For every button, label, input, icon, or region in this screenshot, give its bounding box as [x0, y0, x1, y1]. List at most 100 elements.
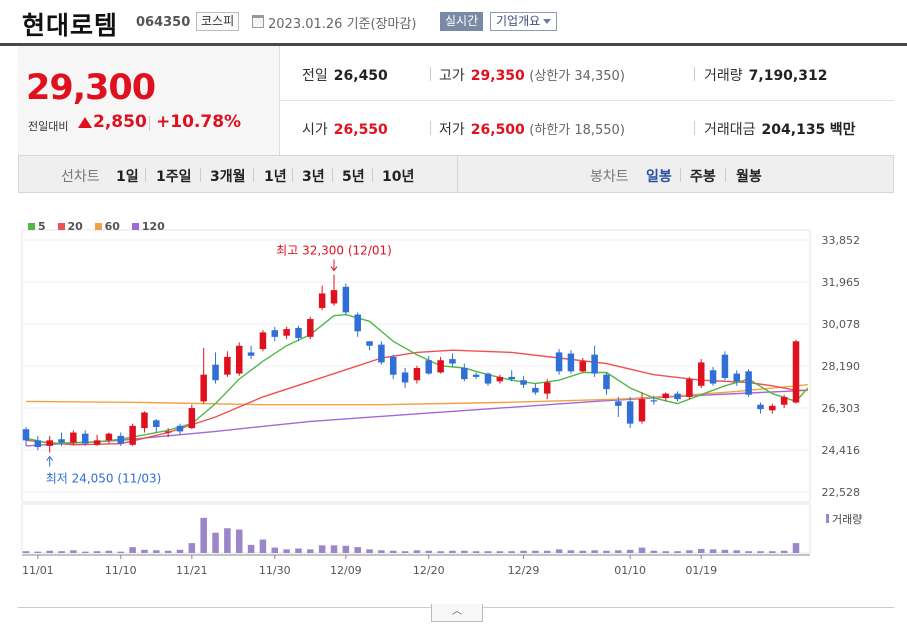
low-price: 저가 26,500 (하한가 18,550) [439, 122, 625, 138]
candle-body [34, 440, 42, 448]
price-summary: 29,300 전일대비 2,850 +10.78% 전일 26,450 고가 29,… [18, 46, 894, 156]
volume-bar [638, 547, 646, 553]
candle-body [449, 359, 456, 364]
volume-bar [200, 517, 207, 553]
x-tick-label: 01/10 [614, 564, 646, 577]
candle-body [733, 373, 741, 382]
candle-body [389, 356, 397, 375]
volume-bar [141, 549, 148, 553]
candle-body [461, 368, 468, 380]
volume-bar [153, 550, 160, 553]
corp-info-label: 기업개요 [496, 14, 541, 28]
candle-body [401, 372, 409, 383]
corp-info-dropdown[interactable]: 기업개요 [490, 12, 558, 31]
volume-bar [22, 551, 30, 553]
volume-bar [461, 550, 468, 553]
candle-body [70, 432, 77, 443]
open-price: 시가 26,550 [302, 122, 388, 138]
tab-3m[interactable]: 3개월 [210, 169, 246, 185]
volume-bar [389, 550, 397, 553]
low-annotation: 최저 24,050 (11/03) [46, 472, 162, 486]
volume-bar [271, 547, 279, 553]
chart-canvas[interactable]: 33,852 31,965 30,078 28,190 26,303 24,416 22,5… [18, 200, 894, 610]
candle-body [603, 374, 610, 390]
tab-3y[interactable]: 3년 [302, 169, 325, 185]
volume-bar [615, 550, 622, 553]
tab-1y[interactable]: 1년 [264, 169, 287, 185]
volume-bar [650, 550, 658, 553]
collapse-toggle[interactable]: ︿ [431, 604, 483, 622]
tab-1d[interactable]: 1일 [116, 169, 139, 185]
candle-body [164, 431, 172, 433]
candle-body [129, 425, 136, 445]
candle-body [58, 439, 65, 443]
volume-bar [366, 549, 373, 553]
candle-body [212, 364, 219, 381]
realtime-button[interactable]: 실시간 [440, 12, 484, 31]
candle-body [437, 360, 444, 373]
volume-bar [769, 551, 776, 553]
x-tick-label: 11/10 [105, 564, 137, 577]
volume-bar [532, 550, 539, 553]
stock-code: 064350 [136, 15, 191, 30]
volume-bar [697, 548, 705, 553]
legend-ma5: 5 [28, 220, 46, 233]
candle-body [117, 435, 125, 444]
candle-body [674, 393, 681, 400]
chevron-down-icon [543, 19, 552, 24]
x-tick-label: 11/21 [176, 564, 208, 577]
candle-body [792, 341, 800, 403]
candle-body [496, 376, 504, 382]
tab-weekly[interactable]: 주봉 [690, 169, 716, 185]
y-tick-label: 22,528 [822, 486, 861, 499]
volume-bar [318, 545, 326, 553]
volume-bar [307, 549, 314, 553]
high-price: 고가 29,350 (상한가 34,350) [439, 68, 625, 84]
volume-bar [579, 550, 587, 553]
candle-body [235, 345, 243, 374]
high-arrowhead [330, 266, 338, 272]
volume-bar [342, 545, 350, 553]
candle-body [626, 401, 634, 424]
volume-bar [105, 550, 113, 553]
candle-body [366, 341, 373, 346]
volume-bar [212, 532, 219, 553]
tab-daily[interactable]: 일봉 [646, 169, 672, 185]
y-tick-label: 30,078 [822, 318, 861, 331]
volume-bar [745, 551, 752, 553]
candle-body [697, 362, 705, 386]
calendar-icon [252, 15, 264, 28]
candle-body [81, 433, 89, 444]
tab-monthly[interactable]: 월봉 [736, 169, 762, 185]
y-tick-label: 33,852 [822, 234, 861, 247]
candle-body [307, 319, 314, 337]
candle-body [591, 354, 598, 374]
candle-body [638, 399, 646, 422]
volume-bar [93, 551, 101, 553]
low-arrowhead [46, 455, 54, 461]
tab-10y[interactable]: 10년 [382, 169, 415, 185]
candle-body [46, 440, 53, 446]
x-tick-label: 11/30 [259, 564, 291, 577]
candle-body [176, 425, 184, 432]
volume-bar [449, 550, 456, 553]
volume-bar [330, 545, 338, 553]
candle-body [318, 293, 326, 308]
volume-bar [413, 550, 421, 553]
candle-body [520, 380, 527, 385]
up-arrow-icon [78, 117, 92, 128]
stock-chart: 5 20 60 120 33,852 31,965 30,078 28,190 26,3… [18, 200, 894, 610]
tab-1w[interactable]: 1주일 [156, 169, 192, 185]
tab-5y[interactable]: 5년 [342, 169, 365, 185]
candle-body [259, 332, 267, 350]
x-tick-label: 12/29 [508, 564, 540, 577]
candle-body [686, 379, 693, 397]
market-badge: 코스피 [196, 12, 240, 31]
candle-body [342, 286, 350, 313]
stock-header: 현대로템 064350 코스피 2023.01.26 기준(장마감) 실시간 기… [0, 0, 907, 46]
candle-body [709, 370, 717, 384]
volume-bar [662, 551, 669, 553]
volume-legend-swatch [826, 514, 829, 523]
legend-ma20: 20 [57, 220, 83, 233]
volume-bar [437, 551, 444, 553]
